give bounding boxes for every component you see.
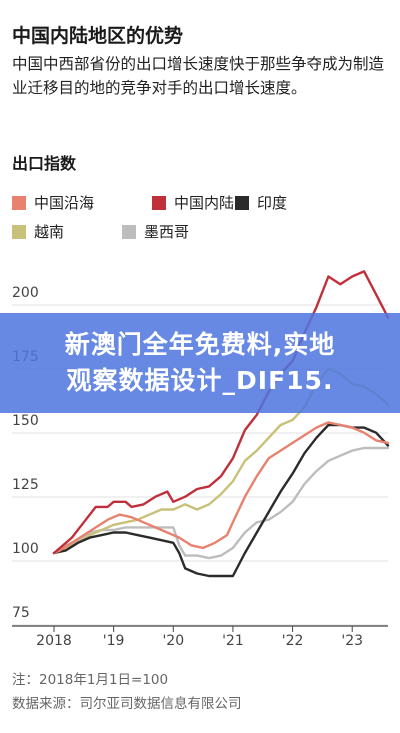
legend-item-mexico: 墨西哥 [122,221,189,242]
legend-label-india: 印度 [257,194,288,212]
y-tick-label-150: 150 [12,413,39,429]
page-title: 中国内陆地区的优势 [12,25,184,47]
chart-title: 出口指数 [12,154,77,173]
legend-swatch-china-inland [152,195,166,210]
page-subtitle: 中国中西部省份的出口增长速度快于那些争夺成为制造业迁移目的地的竞争对手的出口增长… [12,55,385,97]
chart-note: 注：2018年1月1日=100 [12,672,169,688]
x-tick-label-21: '21 [222,633,244,649]
y-tick-label-100: 100 [12,541,39,557]
legend-label-china-coastal: 中国沿海 [34,194,95,212]
series-line-china-inland [52,270,390,555]
legend-swatch-india [235,195,249,210]
data-source: 数据来源：司尔亚司数据信息有限公司 [12,696,242,712]
x-tick-label-20: '20 [162,633,184,649]
x-tick-label-19: '19 [103,633,125,649]
series-line-india [52,423,390,578]
y-tick-label-125: 125 [12,477,39,493]
legend-item-vietnam: 越南 [12,221,64,242]
x-tick-label-2018: 2018 [36,633,72,649]
y-tick-label-200: 200 [12,285,39,301]
x-tick-label-22: '22 [282,633,304,649]
legend-item-china-inland: 中国内陆 [152,192,234,213]
series-line-china-coastal [52,421,390,555]
legend-swatch-mexico [122,224,136,239]
overlay-banner: 新澳门全年免费料,实地 观察数据设计_DIF15. [0,313,400,413]
x-tick-label-23: '23 [341,633,363,649]
series-line-mexico [52,446,390,560]
legend-label-mexico: 墨西哥 [144,223,190,241]
legend-label-vietnam: 越南 [34,223,65,241]
legend-swatch-china-coastal [12,195,26,210]
y-tick-label-75: 75 [12,605,30,621]
legend-label-china-inland: 中国内陆 [174,194,235,212]
legend-item-china-coastal: 中国沿海 [12,192,94,213]
legend-swatch-vietnam [12,224,26,239]
legend-item-india: 印度 [235,192,287,213]
banner-line-1: 新澳门全年免费料,实地 [64,330,336,359]
banner-line-2: 观察数据设计_DIF15. [66,366,334,395]
